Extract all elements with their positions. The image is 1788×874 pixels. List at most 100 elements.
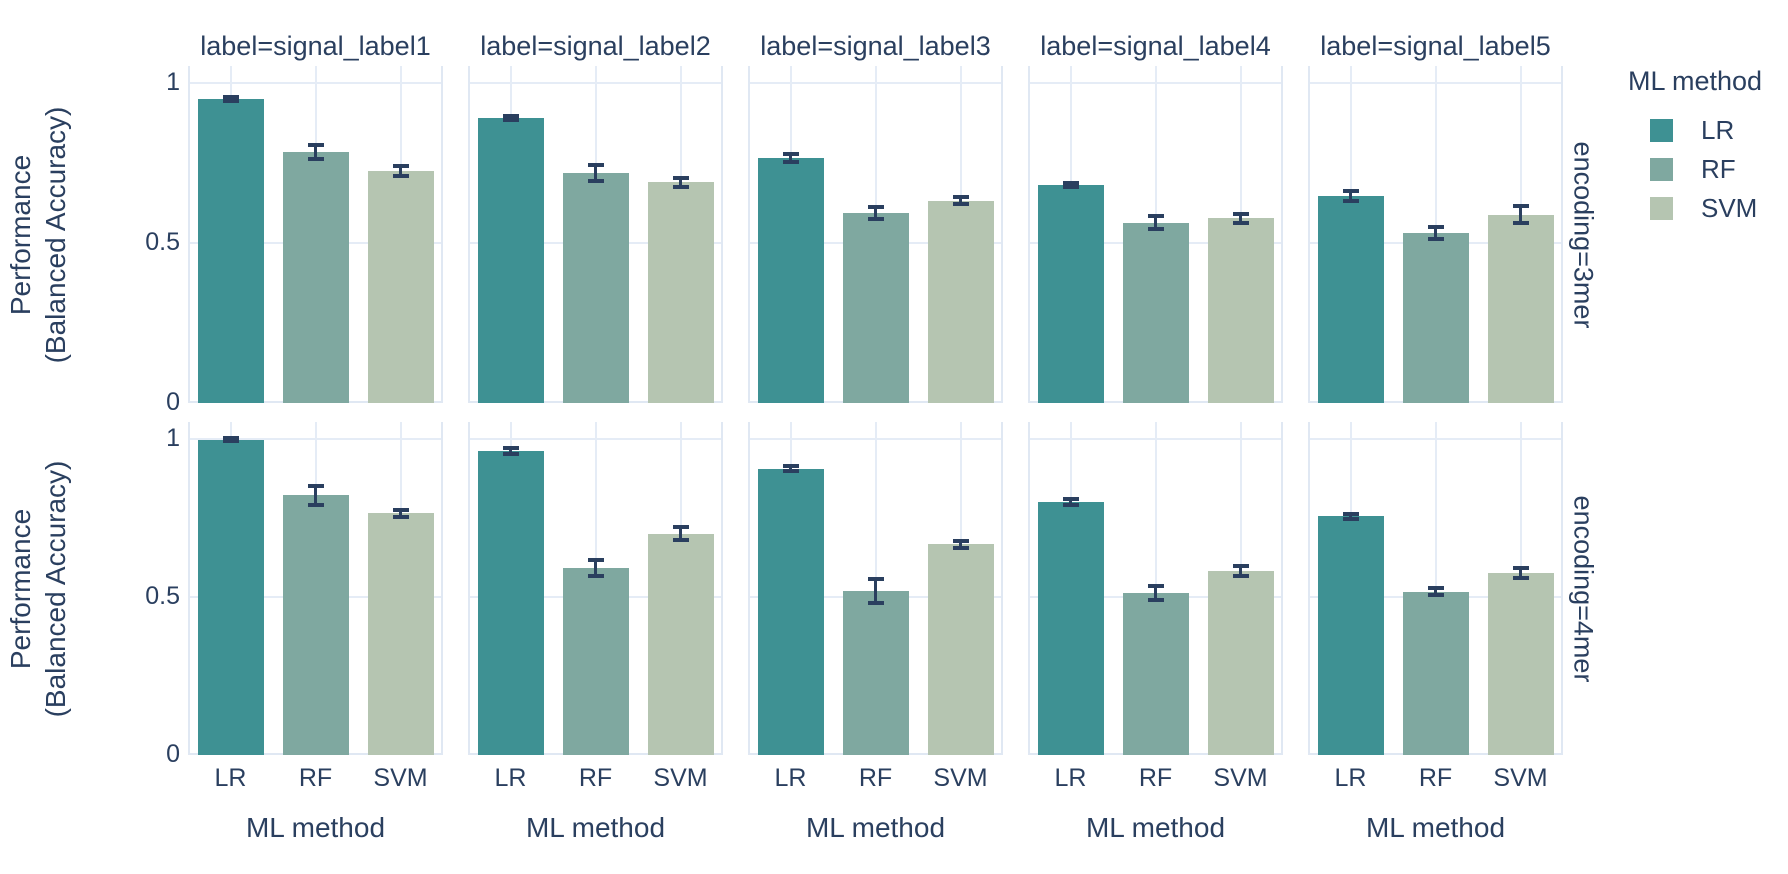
error-bar (594, 560, 597, 576)
subplot (748, 422, 1003, 755)
bar-rf (842, 591, 909, 755)
error-bar-cap (1342, 511, 1359, 516)
error-bar-cap (392, 514, 409, 519)
x-tick-label: RF (578, 764, 613, 792)
bar-rf (842, 213, 909, 403)
row-facet-label: encoding=4mer (1568, 495, 1599, 682)
error-bar (1519, 568, 1522, 578)
error-bar-cap (952, 195, 969, 200)
legend-label-svm: SVM (1701, 193, 1758, 223)
bar-lr (197, 99, 264, 403)
legend-item-rf[interactable]: RF (1628, 150, 1762, 189)
x-axis-title: ML method (1085, 812, 1226, 843)
bar-rf (1122, 223, 1189, 403)
error-bar-cap (867, 601, 884, 606)
error-bar-cap (1062, 181, 1079, 186)
y-tick-label: 0 (166, 388, 180, 416)
legend-item-svm[interactable]: SVM (1628, 189, 1762, 228)
plot-border-right (1001, 422, 1003, 755)
legend-item-lr[interactable]: LR (1628, 111, 1762, 150)
error-bar (1349, 190, 1352, 201)
x-tick-label: SVM (1213, 764, 1268, 792)
error-bar (1239, 566, 1242, 577)
error-bar-cap (1062, 503, 1079, 508)
x-tick-label: SVM (933, 764, 988, 792)
error-bar-cap (672, 184, 689, 189)
error-bar-cap (1062, 185, 1079, 189)
error-bar-cap (1342, 198, 1359, 203)
error-bar-cap (587, 178, 604, 183)
bar-svm (647, 534, 714, 755)
error-bar-cap (222, 95, 239, 100)
error-bar-cap (1512, 566, 1529, 571)
bar-svm (647, 182, 714, 403)
error-bar (1434, 587, 1437, 596)
x-axis-title: ML method (525, 812, 666, 843)
x-tick-label: LR (494, 764, 527, 792)
bar-svm (367, 171, 434, 403)
error-bar-cap (307, 156, 324, 161)
bar-lr (1317, 196, 1384, 403)
error-bar-cap (1427, 593, 1444, 598)
x-tick-label: LR (1334, 764, 1367, 792)
x-axis-title: ML method (805, 812, 946, 843)
error-bar-cap (782, 464, 799, 469)
legend: ML method LR RF SVM (1628, 66, 1762, 228)
bar-svm (927, 201, 994, 403)
error-bar (1154, 586, 1157, 601)
subplot (748, 66, 1003, 403)
subplot (1308, 66, 1563, 403)
bar-lr (1037, 502, 1104, 755)
error-bar (399, 509, 402, 517)
y-axis-line (468, 66, 470, 403)
error-bar-cap (1512, 204, 1529, 209)
error-bar (1349, 513, 1352, 519)
error-bar (1434, 227, 1437, 240)
bar-lr (757, 469, 824, 755)
y-tick-label: 0.5 (145, 582, 180, 610)
facet-title: label=signal_label3 (760, 31, 991, 61)
subplot (468, 422, 723, 755)
bar-rf (282, 495, 349, 755)
error-bar-cap (1427, 237, 1444, 242)
error-bar (1154, 216, 1157, 230)
error-bar-cap (222, 436, 239, 441)
error-bar (399, 166, 402, 176)
plot-border-right (1281, 422, 1283, 755)
lr-color-swatch (1650, 119, 1673, 142)
error-bar-cap (1147, 214, 1164, 219)
error-bar-cap (1062, 497, 1079, 502)
x-tick-label: LR (214, 764, 247, 792)
error-bar-cap (1427, 225, 1444, 229)
error-bar (314, 144, 317, 159)
x-tick-label: SVM (1493, 764, 1548, 792)
bar-rf (282, 152, 349, 403)
bar-rf (1402, 592, 1469, 755)
bar-lr (1317, 516, 1384, 755)
bar-lr (197, 440, 264, 755)
error-bar-cap (1342, 188, 1359, 193)
error-bar-cap (392, 164, 409, 169)
error-bar (314, 485, 317, 505)
rf-color-swatch (1650, 158, 1673, 181)
error-bar-cap (952, 545, 969, 550)
error-bar-cap (307, 483, 324, 488)
plot-border-right (721, 422, 723, 755)
x-tick-label: RF (1138, 764, 1173, 792)
bar-lr (477, 451, 544, 755)
error-bar-cap (587, 558, 604, 563)
error-bar (509, 448, 512, 454)
bar-svm (1487, 215, 1554, 403)
error-bar-cap (587, 573, 604, 578)
error-bar-cap (1512, 220, 1529, 225)
legend-label-rf: RF (1701, 154, 1736, 184)
bar-svm (367, 513, 434, 755)
error-bar-cap (587, 162, 604, 167)
error-bar-cap (952, 202, 969, 207)
error-bar (874, 207, 877, 219)
plot-border-right (441, 422, 443, 755)
error-bar-cap (1147, 584, 1164, 589)
error-bar-cap (502, 451, 519, 456)
error-bar-cap (672, 175, 689, 180)
error-bar (1239, 213, 1242, 223)
